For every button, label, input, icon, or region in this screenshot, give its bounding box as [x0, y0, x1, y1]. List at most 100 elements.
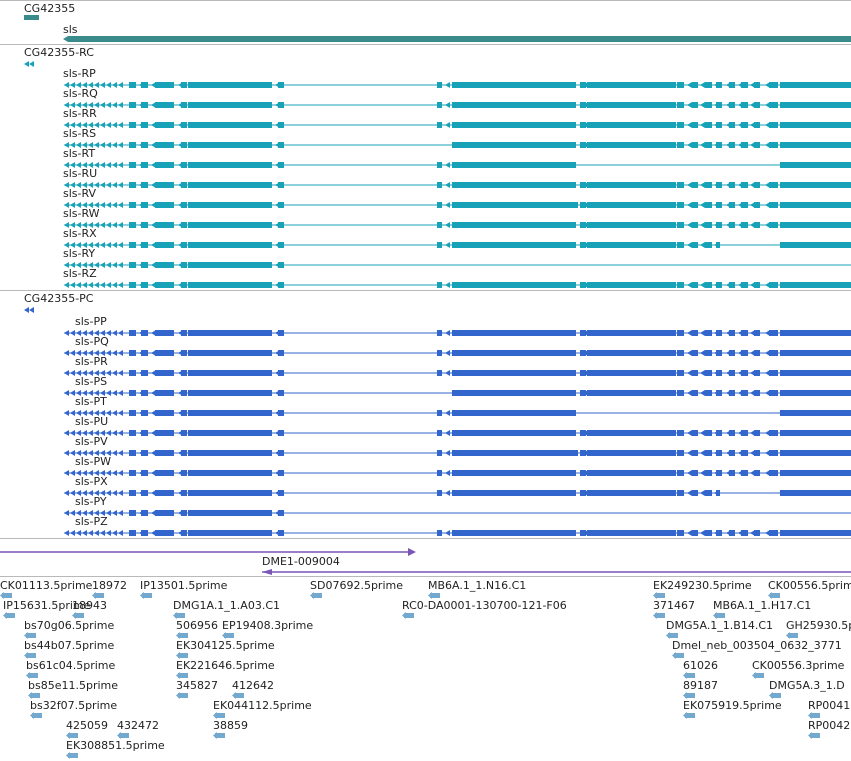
analysis-feature-label[interactable]: DME1-009004 — [262, 555, 340, 568]
protein-transcript-label[interactable]: sls-PZ — [75, 515, 108, 528]
mrna-transcript-glyph[interactable] — [64, 122, 851, 128]
mrna-transcript-label[interactable]: sls-RV — [63, 187, 97, 200]
est-feature[interactable]: RC0-DA0001-130700-121-F06 — [402, 599, 567, 619]
est-glyphs[interactable]: CK01113.5prime 18972 IP13501.5prime SD07692… — [0, 576, 851, 761]
est-feature[interactable]: DMG5A.3_1.D — [769, 679, 845, 699]
est-feature[interactable]: IP15631.5prime — [3, 599, 91, 619]
est-feature[interactable]: GH25930.5prime — [786, 619, 851, 639]
mrna-transcript-glyph[interactable] — [64, 222, 851, 228]
left-triangle-icon — [687, 102, 692, 108]
est-feature[interactable]: 425059 — [66, 719, 108, 739]
est-feature[interactable]: EK221646.5prime — [176, 659, 275, 679]
protein-transcript-label[interactable]: sls-PS — [75, 375, 108, 388]
mrna-transcript-label[interactable]: sls-RQ — [63, 87, 98, 100]
protein-transcript-label[interactable]: sls-PV — [75, 435, 108, 448]
protein-transcript-glyph[interactable] — [64, 510, 851, 516]
est-feature[interactable]: bs44b07.5prime — [24, 639, 114, 659]
est-feature[interactable]: MB6A.1_1.H17.C1 — [713, 599, 811, 619]
est-feature[interactable]: SD07692.5prime — [310, 579, 403, 599]
est-feature[interactable]: 18943 — [72, 599, 107, 619]
protein-transcript-glyph[interactable] — [64, 430, 851, 436]
est-feature[interactable]: IP13501.5prime — [140, 579, 228, 599]
mrna-transcript-label[interactable]: sls-RZ — [63, 267, 97, 280]
mrna-transcript-glyph[interactable] — [64, 202, 851, 208]
est-feature[interactable]: bs32f07.5prime — [30, 699, 117, 719]
mrna-transcript-glyph[interactable] — [64, 182, 851, 188]
protein-transcript-label[interactable]: sls-PT — [75, 395, 107, 408]
est-feature[interactable]: 61026 — [683, 659, 718, 679]
mrna-transcript-glyph[interactable] — [64, 142, 851, 148]
left-triangle-icon — [151, 510, 156, 516]
protein-transcript-label[interactable]: sls-PQ — [75, 335, 109, 348]
est-feature[interactable]: 412642 — [232, 679, 274, 699]
mrna-transcript-label[interactable]: sls-RP — [63, 67, 96, 80]
mrna-transcript-glyph[interactable] — [64, 102, 851, 108]
est-feature[interactable]: CK00556.5prime — [768, 579, 851, 599]
gene-glyphs[interactable] — [0, 0, 851, 44]
mrna-transcript-glyph[interactable] — [64, 82, 851, 88]
mrna-transcript-label[interactable]: sls-RY — [63, 247, 96, 260]
est-feature[interactable]: EK308851.5prime — [66, 739, 165, 759]
mrna-transcript-glyph[interactable] — [64, 282, 851, 288]
mrna-transcript-glyph[interactable] — [64, 242, 851, 248]
mrna-transcript-label[interactable]: sls-RT — [63, 147, 96, 160]
est-feature[interactable]: EP19408.3prime — [222, 619, 313, 639]
mrna-transcript-label[interactable]: sls-RU — [63, 167, 98, 180]
est-feature[interactable]: CK00556.3prime — [752, 659, 845, 679]
est-feature[interactable]: 371467 — [653, 599, 695, 619]
protein-parent-label[interactable]: CG42355-PC — [24, 292, 94, 305]
gene-symbol-label[interactable]: sls — [63, 23, 78, 36]
est-feature[interactable]: bs70g06.5prime — [24, 619, 114, 639]
analysis-glyphs[interactable] — [0, 538, 851, 576]
protein-transcript-glyph[interactable] — [64, 370, 851, 376]
mrna-transcript-glyph[interactable] — [64, 262, 851, 268]
est-feature[interactable]: 38859 — [213, 719, 248, 739]
gene-span-bar[interactable] — [68, 36, 851, 42]
est-feature[interactable]: bs61c04.5prime — [26, 659, 116, 679]
est-feature[interactable]: EK044112.5prime — [213, 699, 312, 719]
est-feature[interactable]: EK249230.5prime — [653, 579, 752, 599]
mrna-transcript-label[interactable]: sls-RX — [63, 227, 97, 240]
est-feature[interactable]: 506956 — [176, 619, 218, 639]
protein-transcript-glyph[interactable] — [64, 330, 851, 336]
protein-transcript-glyph[interactable] — [64, 490, 851, 496]
mrna-glyphs[interactable] — [0, 44, 851, 290]
est-feature[interactable]: 18972 — [92, 579, 127, 599]
est-feature[interactable]: 432472 — [117, 719, 159, 739]
gene-strand-glyph[interactable] — [24, 15, 39, 20]
exon — [705, 390, 712, 396]
protein-transcript-glyph[interactable] — [64, 350, 851, 356]
est-feature[interactable]: DMG5A.1_1.B14.C1 — [666, 619, 773, 639]
est-feature[interactable]: RP0042 — [808, 719, 850, 739]
protein-transcript-label[interactable]: sls-PY — [75, 495, 107, 508]
mrna-transcript-label[interactable]: sls-RR — [63, 107, 97, 120]
exon — [769, 82, 778, 88]
exon — [129, 450, 136, 456]
protein-transcript-label[interactable]: sls-PW — [75, 455, 111, 468]
protein-glyphs[interactable] — [0, 290, 851, 538]
protein-transcript-label[interactable]: sls-PU — [75, 415, 109, 428]
est-feature[interactable]: 345827 — [176, 679, 218, 699]
est-feature[interactable]: bs85e11.5prime — [28, 679, 118, 699]
est-feature[interactable]: MB6A.1_1.N16.C1 — [428, 579, 526, 599]
mrna-parent-label[interactable]: CG42355-RC — [24, 46, 94, 59]
est-feature[interactable]: 89187 — [683, 679, 718, 699]
protein-transcript-label[interactable]: sls-PR — [75, 355, 108, 368]
mrna-transcript-glyph[interactable] — [64, 162, 851, 168]
est-feature[interactable]: EK304125.5prime — [176, 639, 275, 659]
protein-transcript-label[interactable]: sls-PP — [75, 315, 107, 328]
est-feature[interactable]: Dmel_neb_003504_0632_3771 — [672, 639, 842, 659]
est-feature[interactable]: CK01113.5prime — [0, 579, 93, 599]
gene-label[interactable]: CG42355 — [24, 2, 76, 15]
est-feature[interactable]: EK075919.5prime — [683, 699, 782, 719]
protein-transcript-glyph[interactable] — [64, 530, 851, 536]
est-feature[interactable]: DMG1A.1_1.A03.C1 — [173, 599, 280, 619]
protein-transcript-glyph[interactable] — [64, 390, 851, 396]
protein-transcript-glyph[interactable] — [64, 450, 851, 456]
mrna-transcript-label[interactable]: sls-RS — [63, 127, 97, 140]
est-feature[interactable]: RP0041 — [808, 699, 850, 719]
mrna-transcript-label[interactable]: sls-RW — [63, 207, 100, 220]
protein-transcript-glyph[interactable] — [64, 410, 851, 416]
protein-transcript-label[interactable]: sls-PX — [75, 475, 108, 488]
protein-transcript-glyph[interactable] — [64, 470, 851, 476]
